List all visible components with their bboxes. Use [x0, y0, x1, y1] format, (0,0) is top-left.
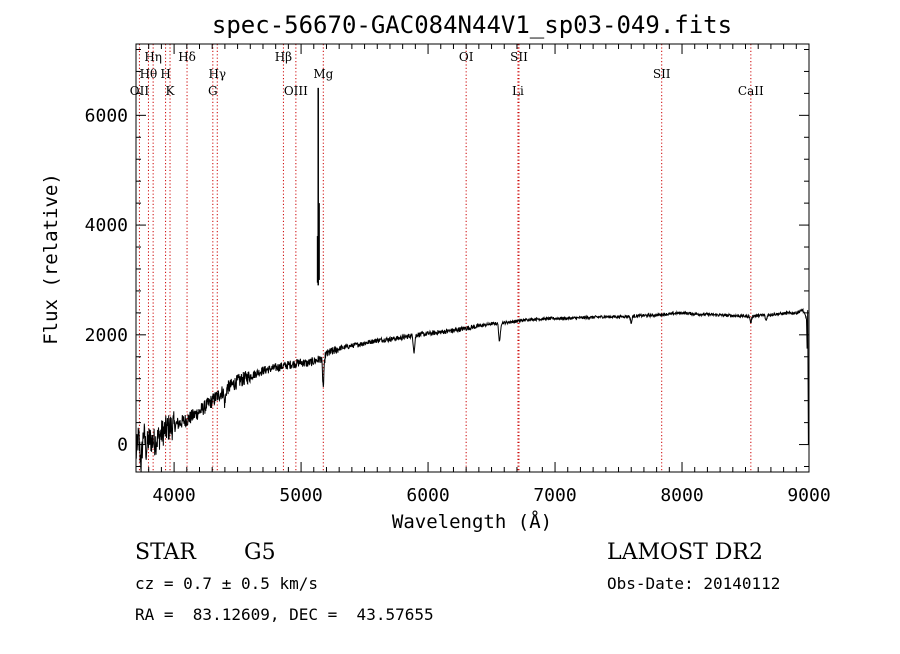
chart-title: spec-56670-GAC084N44V1_sp03-049.fits — [212, 11, 732, 39]
x-tick-label: 5000 — [279, 485, 322, 506]
x-tick-label: 9000 — [787, 485, 830, 506]
y-axis-label: Flux (relative) — [40, 173, 62, 345]
x-axis-label: Wavelength (Å) — [392, 510, 552, 533]
spectral-line-label: OIII — [284, 84, 308, 98]
redshift-cz: cz = 0.7 ± 0.5 km/s — [135, 574, 318, 593]
spectral-line-label: Li — [512, 84, 524, 98]
spectral-line-label: Hθ — [140, 67, 158, 81]
y-tick-label: 0 — [117, 435, 128, 456]
spectral-line-label: G — [208, 84, 218, 98]
plot-frame — [135, 43, 810, 473]
x-tick-label: 6000 — [406, 485, 449, 506]
x-tick-label: 8000 — [660, 485, 703, 506]
spectral-line-label: Hγ — [208, 67, 226, 81]
flux-series-line — [135, 307, 810, 473]
spectral-line-label: OI — [459, 50, 474, 64]
y-tick-label: 6000 — [85, 105, 128, 126]
observation-date: Obs-Date: 20140112 — [607, 574, 780, 593]
object-class: STAR — [135, 540, 197, 565]
survey-name: LAMOST DR2 — [607, 540, 763, 565]
spectral-line-label: K — [166, 84, 176, 98]
spectral-line-label: OII — [130, 84, 150, 98]
spectral-line-label: Hη — [144, 50, 162, 64]
x-tick-label: 4000 — [152, 485, 195, 506]
spectral-line-label: CaII — [738, 84, 764, 98]
object-subclass: G5 — [244, 540, 276, 565]
x-tick-label: 7000 — [533, 485, 576, 506]
y-tick-label: 4000 — [85, 215, 128, 236]
spectral-line-label: Mg — [313, 67, 333, 81]
spectral-line-label: Hβ — [275, 50, 292, 64]
ra-dec-coords: RA = 83.12609, DEC = 43.57655 — [135, 605, 434, 624]
spectral-line-label: Hδ — [178, 50, 196, 64]
spectral-line-label: H — [160, 67, 170, 81]
y-tick-label: 2000 — [85, 325, 128, 346]
spectral-line-label: SII — [653, 67, 671, 81]
spectral-line-label: SII — [510, 50, 528, 64]
